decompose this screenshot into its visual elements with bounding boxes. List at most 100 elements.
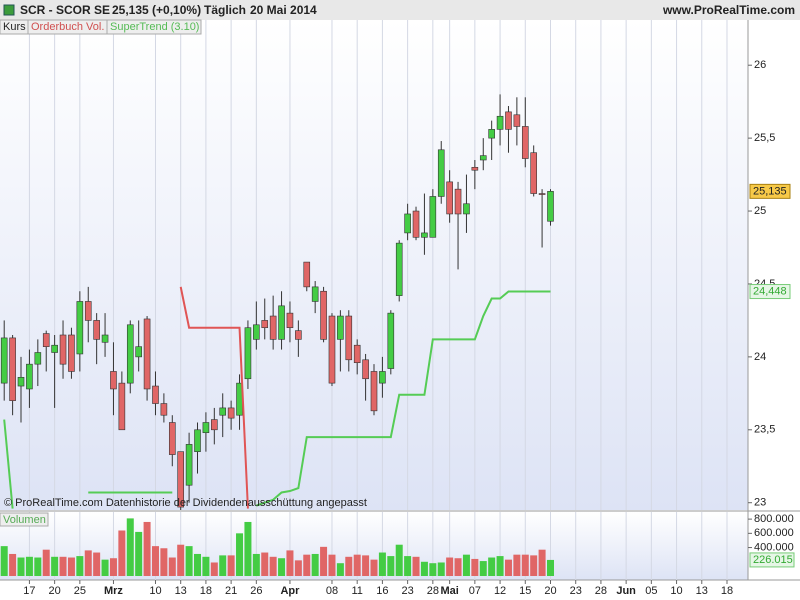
supertrend-line <box>3 419 14 509</box>
y-tick-label: 23 <box>754 497 766 509</box>
candle-body <box>404 213 411 234</box>
volume-bar <box>328 554 336 576</box>
candle-body <box>26 363 33 390</box>
site: www.ProRealTime.com <box>662 3 795 17</box>
supertrend-box <box>749 284 791 300</box>
candle-body <box>160 403 168 416</box>
x-tick-label: 07 <box>469 585 481 597</box>
candle-body <box>17 376 25 387</box>
volume-bar <box>504 559 512 576</box>
volume-bar <box>437 562 445 576</box>
candle-body <box>135 346 142 358</box>
candle-body <box>412 210 420 238</box>
candle-body <box>362 359 369 380</box>
x-tick-label: 08 <box>326 585 338 597</box>
volume-bar <box>446 557 454 576</box>
volume-bar <box>479 561 487 576</box>
x-tick-label: 20 <box>544 585 556 597</box>
candle-body <box>84 301 92 321</box>
x-tick-label: Mai <box>440 585 458 597</box>
volume-bar <box>76 556 84 576</box>
symbol: SCR - SCOR SE <box>20 3 110 17</box>
volume-bar <box>395 544 403 576</box>
candle-body <box>337 315 344 340</box>
volume-bar <box>311 553 319 576</box>
candle-body <box>538 193 546 195</box>
volume-bar <box>34 557 42 576</box>
candle-body <box>51 344 58 353</box>
volume-bar <box>261 552 269 576</box>
tab[interactable] <box>0 512 49 527</box>
candle-body <box>437 149 445 197</box>
candle-body <box>345 315 353 361</box>
candle-body <box>126 324 134 384</box>
supertrend-line <box>256 290 551 507</box>
candle-body <box>101 334 109 343</box>
candle-body <box>530 152 537 194</box>
candle-body <box>59 334 67 365</box>
panel-title: Volumen <box>3 514 46 526</box>
volume-bar <box>42 549 50 576</box>
volume-bar <box>546 559 554 576</box>
x-tick-label: Jun <box>616 585 636 597</box>
volume-bar <box>160 548 168 576</box>
candle-body <box>421 232 428 238</box>
volume-bar <box>303 554 311 576</box>
candle-body <box>387 312 395 369</box>
x-tick-label: 28 <box>595 585 607 597</box>
volume-bar <box>17 557 25 576</box>
candle-body <box>488 129 495 139</box>
candle-body <box>320 290 327 340</box>
x-tick-label: 05 <box>645 585 657 597</box>
volume-bar <box>530 555 538 576</box>
candle-body <box>471 166 479 171</box>
candle-body <box>513 114 521 127</box>
x-tick-label: 23 <box>570 585 582 597</box>
x-tick-label: 28 <box>427 585 439 597</box>
tab[interactable] <box>106 19 202 35</box>
header-bar <box>0 0 800 20</box>
x-tick-label: 23 <box>401 585 413 597</box>
candle-body <box>505 111 512 130</box>
volume-bar <box>126 518 134 576</box>
volume-bar <box>202 556 210 576</box>
last-volume-box <box>749 552 795 568</box>
volume-bar <box>219 555 227 576</box>
x-tick-label: 13 <box>696 585 708 597</box>
volume-bar <box>521 554 529 576</box>
volume-bar <box>454 558 462 576</box>
candle-body <box>0 337 8 384</box>
volume-bar <box>336 563 344 576</box>
candle-body <box>143 318 151 390</box>
volume-bar <box>387 556 395 576</box>
volume-bar <box>143 521 151 576</box>
volume-bar <box>236 533 244 576</box>
volume-bar <box>353 554 361 576</box>
candle-body <box>42 333 50 347</box>
candle-body <box>219 407 227 416</box>
volume-bar <box>101 559 109 576</box>
candle-body <box>370 371 378 412</box>
candle-body <box>118 382 126 431</box>
y-tick-label: 25,5 <box>754 132 775 144</box>
x-tick-label: 18 <box>721 585 733 597</box>
x-tick-label: Apr <box>280 585 300 597</box>
last-volume-label: 226.015 <box>753 554 793 566</box>
x-tick-label: 18 <box>200 585 212 597</box>
volume-bar <box>9 553 17 576</box>
x-tick-label: 10 <box>149 585 161 597</box>
volume-bar <box>227 555 235 576</box>
candle-body <box>278 305 285 340</box>
volume-bar <box>420 561 428 576</box>
volume-bar <box>320 546 328 576</box>
volume-bar <box>462 554 470 576</box>
symbol-icon[interactable] <box>3 4 15 16</box>
candle-body <box>9 337 16 401</box>
candle-body <box>34 352 42 365</box>
x-tick-label: 15 <box>519 585 531 597</box>
candle-body <box>521 126 529 159</box>
tab-label: Orderbuch Vol. <box>31 21 104 33</box>
volume-bar <box>177 544 185 576</box>
x-tick-label: 13 <box>175 585 187 597</box>
candle-body <box>194 429 201 452</box>
